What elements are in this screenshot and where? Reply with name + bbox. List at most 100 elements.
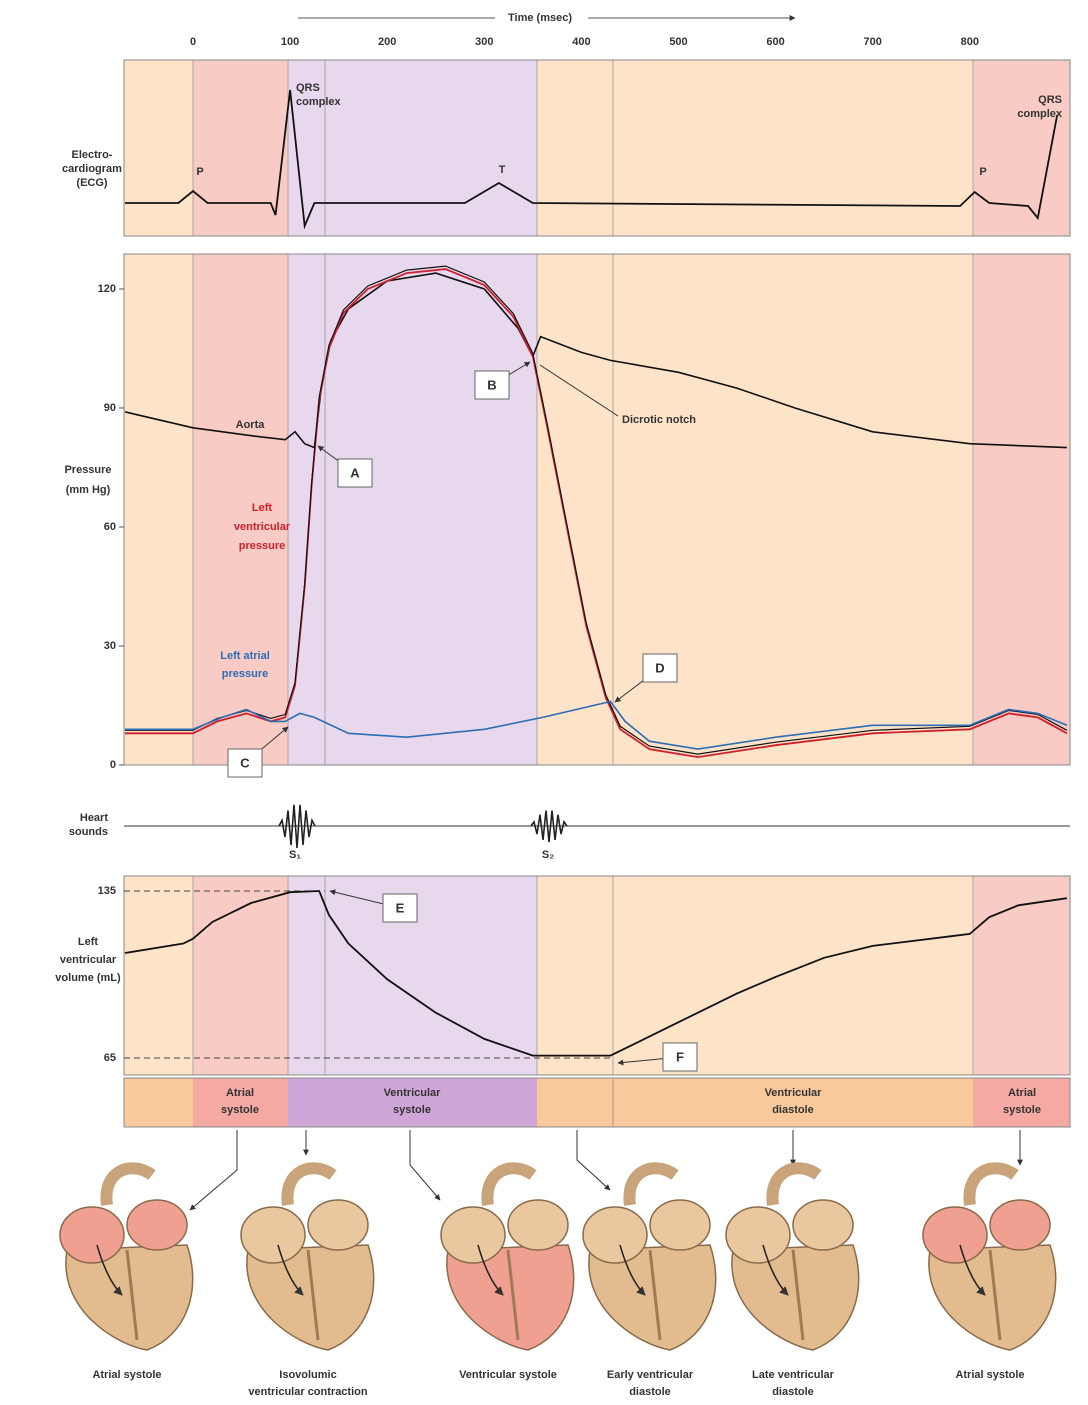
ecg-wave: T	[499, 164, 506, 176]
phase-label: systole	[1003, 1104, 1041, 1116]
dicrotic-notch-label: Dicrotic notch	[622, 414, 696, 426]
heart-atrium	[726, 1207, 790, 1263]
band	[537, 60, 973, 236]
time-tick: 100	[281, 36, 299, 48]
heart-caption: Late ventricular	[752, 1369, 835, 1381]
heart-caption: Atrial systole	[92, 1369, 161, 1381]
heart-atrium	[127, 1200, 187, 1250]
band	[124, 60, 193, 236]
heart-atrium	[441, 1207, 505, 1263]
time-tick: 800	[961, 36, 979, 48]
left-ventricular-label: pressure	[239, 540, 285, 552]
heart-pointer	[190, 1130, 237, 1210]
heart-caption: diastole	[629, 1386, 671, 1398]
left-ventricular-label: Left	[252, 502, 273, 514]
ecg-wave: P	[196, 166, 203, 178]
heart-atrium	[990, 1200, 1050, 1250]
phase-label: Atrial	[1008, 1087, 1036, 1099]
heart-vessel	[487, 1168, 533, 1205]
heart-atrium	[793, 1200, 853, 1250]
time-tick: 400	[572, 36, 590, 48]
time-tick: 500	[669, 36, 687, 48]
ecg-wave: QRS	[296, 82, 320, 94]
heart-vessel	[772, 1168, 818, 1205]
marker-label: D	[655, 660, 664, 675]
marker-label: B	[487, 377, 496, 392]
heart-vessel	[287, 1168, 333, 1205]
phase-bar	[537, 1078, 973, 1127]
heart-caption: Early ventricular	[607, 1369, 694, 1381]
ecg-wave: complex	[1017, 108, 1063, 120]
heart-sounds-label: sounds	[69, 826, 108, 838]
time-tick: 600	[766, 36, 784, 48]
phase-bar	[288, 1078, 537, 1127]
volume-axis-label: ventricular	[60, 954, 117, 966]
phase-label: Ventricular	[384, 1087, 442, 1099]
phase-label: Ventricular	[765, 1087, 823, 1099]
time-tick: 0	[190, 36, 196, 48]
pressure-axis-label: Pressure	[64, 464, 111, 476]
band	[973, 254, 1070, 765]
heart-atrium	[508, 1200, 568, 1250]
heart-sound: S₁	[289, 849, 301, 861]
phase-label: systole	[393, 1104, 431, 1116]
heart-caption: Atrial systole	[955, 1369, 1024, 1381]
heart-atrium	[60, 1207, 124, 1263]
volume-tick: 65	[104, 1052, 116, 1064]
marker-label: C	[240, 755, 250, 770]
left-atrial-label: pressure	[222, 668, 268, 680]
heart-atrium	[308, 1200, 368, 1250]
heart-atrium	[650, 1200, 710, 1250]
phase-label: diastole	[772, 1104, 814, 1116]
heart-atrium	[923, 1207, 987, 1263]
band	[973, 60, 1070, 236]
heart-pointer	[410, 1130, 440, 1200]
marker-label: A	[350, 465, 360, 480]
band	[124, 876, 193, 1075]
band	[193, 254, 288, 765]
heart-vessel	[106, 1168, 152, 1205]
phase-label: systole	[221, 1104, 259, 1116]
pressure-tick: 30	[104, 640, 116, 652]
time-tick: 700	[864, 36, 882, 48]
aorta-label: Aorta	[236, 419, 266, 431]
volume-axis-label: volume (mL)	[55, 972, 121, 984]
ecg-label: cardiogram	[62, 163, 122, 175]
marker-label: F	[676, 1049, 684, 1064]
ecg-wave: QRS	[1038, 94, 1062, 106]
volume-tick: 135	[98, 885, 116, 897]
pressure-tick: 90	[104, 402, 116, 414]
phase-label: Atrial	[226, 1087, 254, 1099]
time-axis-label: Time (msec)	[508, 12, 572, 24]
heart-atrium	[583, 1207, 647, 1263]
ecg-wave: complex	[296, 96, 342, 108]
cardiac-cycle-diagram: Time (msec) Atrial systole Ventricular syst…	[0, 0, 1088, 1405]
left-ventricular-label: ventricular	[234, 521, 291, 533]
band	[537, 876, 973, 1075]
band	[973, 876, 1070, 1075]
pressure-tick: 120	[98, 283, 116, 295]
pressure-tick: 0	[110, 759, 116, 771]
heart-pointer	[577, 1130, 610, 1190]
heart-caption: ventricular contraction	[248, 1386, 367, 1398]
heart-caption: Ventricular systole	[459, 1369, 557, 1381]
heart-caption: diastole	[772, 1386, 814, 1398]
heart-atrium	[241, 1207, 305, 1263]
time-tick: 300	[475, 36, 493, 48]
pressure-tick: 60	[104, 521, 116, 533]
ecg-label: (ECG)	[76, 177, 108, 189]
heart-sound: S₂	[542, 849, 554, 861]
time-tick: 200	[378, 36, 396, 48]
volume-axis-label: Left	[78, 936, 99, 948]
ecg-label: Electro-	[72, 149, 113, 161]
band	[193, 876, 288, 1075]
heart-vessel	[629, 1168, 675, 1205]
marker-label: E	[396, 900, 405, 915]
left-atrial-label: Left atrial	[220, 650, 270, 662]
band	[124, 254, 193, 765]
pressure-axis-label: (mm Hg)	[66, 484, 111, 496]
phase-bar	[193, 1078, 288, 1127]
phase-bar	[973, 1078, 1070, 1127]
phase-shading	[124, 60, 1070, 1075]
heart-vessel	[969, 1168, 1015, 1205]
